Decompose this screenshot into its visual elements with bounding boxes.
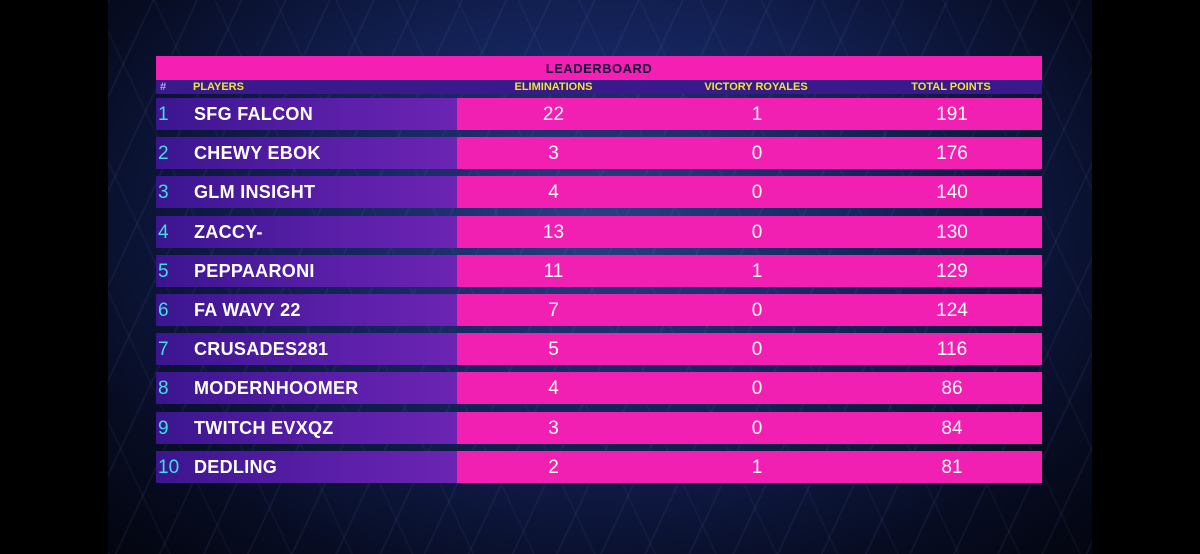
- header-victory-royales: VICTORY ROYALES: [704, 81, 808, 93]
- table-row: 3 GLM INSIGHT 4 0 140: [156, 176, 1042, 209]
- table-row: 5 PEPPAARONI 11 1 129: [156, 254, 1042, 287]
- table-row: 7 CRUSADES281 5 0 116: [156, 333, 1042, 366]
- leaderboard: LEADERBOARD # PLAYERS ELIMINATIONS VICTO…: [156, 56, 1042, 490]
- row-total-points: 116: [936, 339, 968, 361]
- row-player-name: TWITCH EVXQZ: [194, 417, 334, 438]
- row-player-cell: 1 SFG FALCON: [156, 98, 457, 130]
- table-row: 8 MODERNHOOMER 4 0 86: [156, 372, 1042, 405]
- leaderboard-title: LEADERBOARD: [156, 56, 1042, 80]
- row-eliminations: 3: [548, 143, 559, 165]
- row-stats-cell: 4 0 86: [457, 372, 1042, 405]
- row-victory-royales: 0: [751, 339, 763, 361]
- row-player-name: CRUSADES281: [194, 339, 329, 360]
- header-eliminations: ELIMINATIONS: [514, 81, 593, 93]
- table-row: 1 SFG FALCON 22 1 191: [156, 98, 1042, 130]
- row-victory-royales: 0: [751, 143, 763, 165]
- row-victory-royales: 1: [751, 260, 763, 282]
- row-rank: 9: [158, 417, 169, 439]
- row-player-cell: 7 CRUSADES281: [156, 333, 457, 366]
- row-stats-cell: 5 0 116: [457, 333, 1042, 366]
- row-eliminations: 3: [548, 417, 559, 439]
- row-player-cell: 9 TWITCH EVXQZ: [156, 411, 457, 444]
- row-rank: 5: [158, 260, 169, 282]
- row-player-name: PEPPAARONI: [194, 260, 315, 281]
- row-player-name: DEDLING: [194, 456, 278, 477]
- row-victory-royales: 0: [751, 417, 763, 439]
- row-stats-cell: 4 0 140: [457, 176, 1042, 209]
- row-victory-royales: 0: [751, 299, 763, 321]
- row-total-points: 130: [936, 221, 968, 243]
- row-total-points: 86: [941, 378, 963, 400]
- row-player-cell: 2 CHEWY EBOK: [156, 137, 457, 170]
- row-victory-royales: 0: [751, 182, 763, 204]
- row-rank: 8: [158, 378, 169, 400]
- row-player-cell: 3 GLM INSIGHT: [156, 176, 457, 209]
- table-row: 9 TWITCH EVXQZ 3 0 84: [156, 411, 1042, 444]
- row-total-points: 140: [936, 182, 968, 204]
- row-total-points: 81: [941, 456, 963, 478]
- row-stats-cell: 3 0 176: [457, 137, 1042, 170]
- row-player-name: ZACCY-: [194, 221, 263, 242]
- row-rank: 1: [158, 104, 169, 125]
- row-total-points: 124: [936, 299, 968, 321]
- row-player-name: CHEWY EBOK: [194, 143, 321, 164]
- row-stats-cell: 22 1 191: [457, 98, 1042, 130]
- row-eliminations: 7: [548, 299, 559, 321]
- row-eliminations: 22: [542, 104, 565, 125]
- header-total-points: TOTAL POINTS: [911, 81, 991, 93]
- table-row: 4 ZACCY- 13 0 130: [156, 215, 1042, 248]
- header-players: PLAYERS: [193, 81, 244, 93]
- leaderboard-header: # PLAYERS ELIMINATIONS VICTORY ROYALES T…: [156, 80, 1042, 94]
- row-eliminations: 5: [548, 339, 559, 361]
- row-total-points: 129: [936, 260, 968, 282]
- row-player-cell: 8 MODERNHOOMER: [156, 372, 457, 405]
- row-rank: 3: [158, 182, 169, 204]
- row-victory-royales: 1: [751, 456, 763, 478]
- row-total-points: 176: [936, 143, 968, 165]
- row-player-cell: 5 PEPPAARONI: [156, 254, 457, 287]
- table-row: 10 DEDLING 2 1 81: [156, 450, 1042, 483]
- row-victory-royales: 1: [751, 104, 763, 125]
- row-rank: 2: [158, 143, 169, 165]
- row-stats-cell: 3 0 84: [457, 411, 1042, 444]
- row-player-name: GLM INSIGHT: [194, 182, 316, 203]
- row-player-name: SFG FALCON: [194, 104, 313, 124]
- row-stats-cell: 13 0 130: [457, 215, 1042, 248]
- row-player-cell: 10 DEDLING: [156, 450, 457, 483]
- row-player-cell: 4 ZACCY-: [156, 215, 457, 248]
- row-total-points: 191: [936, 104, 968, 125]
- table-row: 2 CHEWY EBOK 3 0 176: [156, 137, 1042, 170]
- row-eliminations: 4: [548, 378, 559, 400]
- row-rank: 6: [158, 299, 169, 321]
- row-rank: 7: [158, 339, 169, 361]
- row-stats-cell: 11 1 129: [457, 254, 1042, 287]
- row-victory-royales: 0: [751, 378, 763, 400]
- row-player-name: FA WAVY 22: [194, 299, 301, 320]
- row-player-name: MODERNHOOMER: [194, 378, 359, 399]
- row-eliminations: 11: [543, 260, 564, 282]
- row-total-points: 84: [941, 417, 963, 439]
- row-stats-cell: 2 1 81: [457, 450, 1042, 483]
- leaderboard-rows: 1 SFG FALCON 22 1 191 2 CHEWY EBOK 3 0 1…: [156, 98, 1042, 483]
- row-eliminations: 13: [542, 221, 565, 243]
- row-stats-cell: 7 0 124: [457, 293, 1042, 326]
- row-rank: 4: [158, 221, 169, 243]
- row-eliminations: 4: [548, 182, 559, 204]
- row-victory-royales: 0: [751, 221, 763, 243]
- row-rank: 10: [158, 456, 180, 478]
- table-row: 6 FA WAVY 22 7 0 124: [156, 293, 1042, 326]
- row-player-cell: 6 FA WAVY 22: [156, 293, 457, 326]
- row-eliminations: 2: [548, 456, 559, 478]
- header-rank: #: [160, 81, 167, 93]
